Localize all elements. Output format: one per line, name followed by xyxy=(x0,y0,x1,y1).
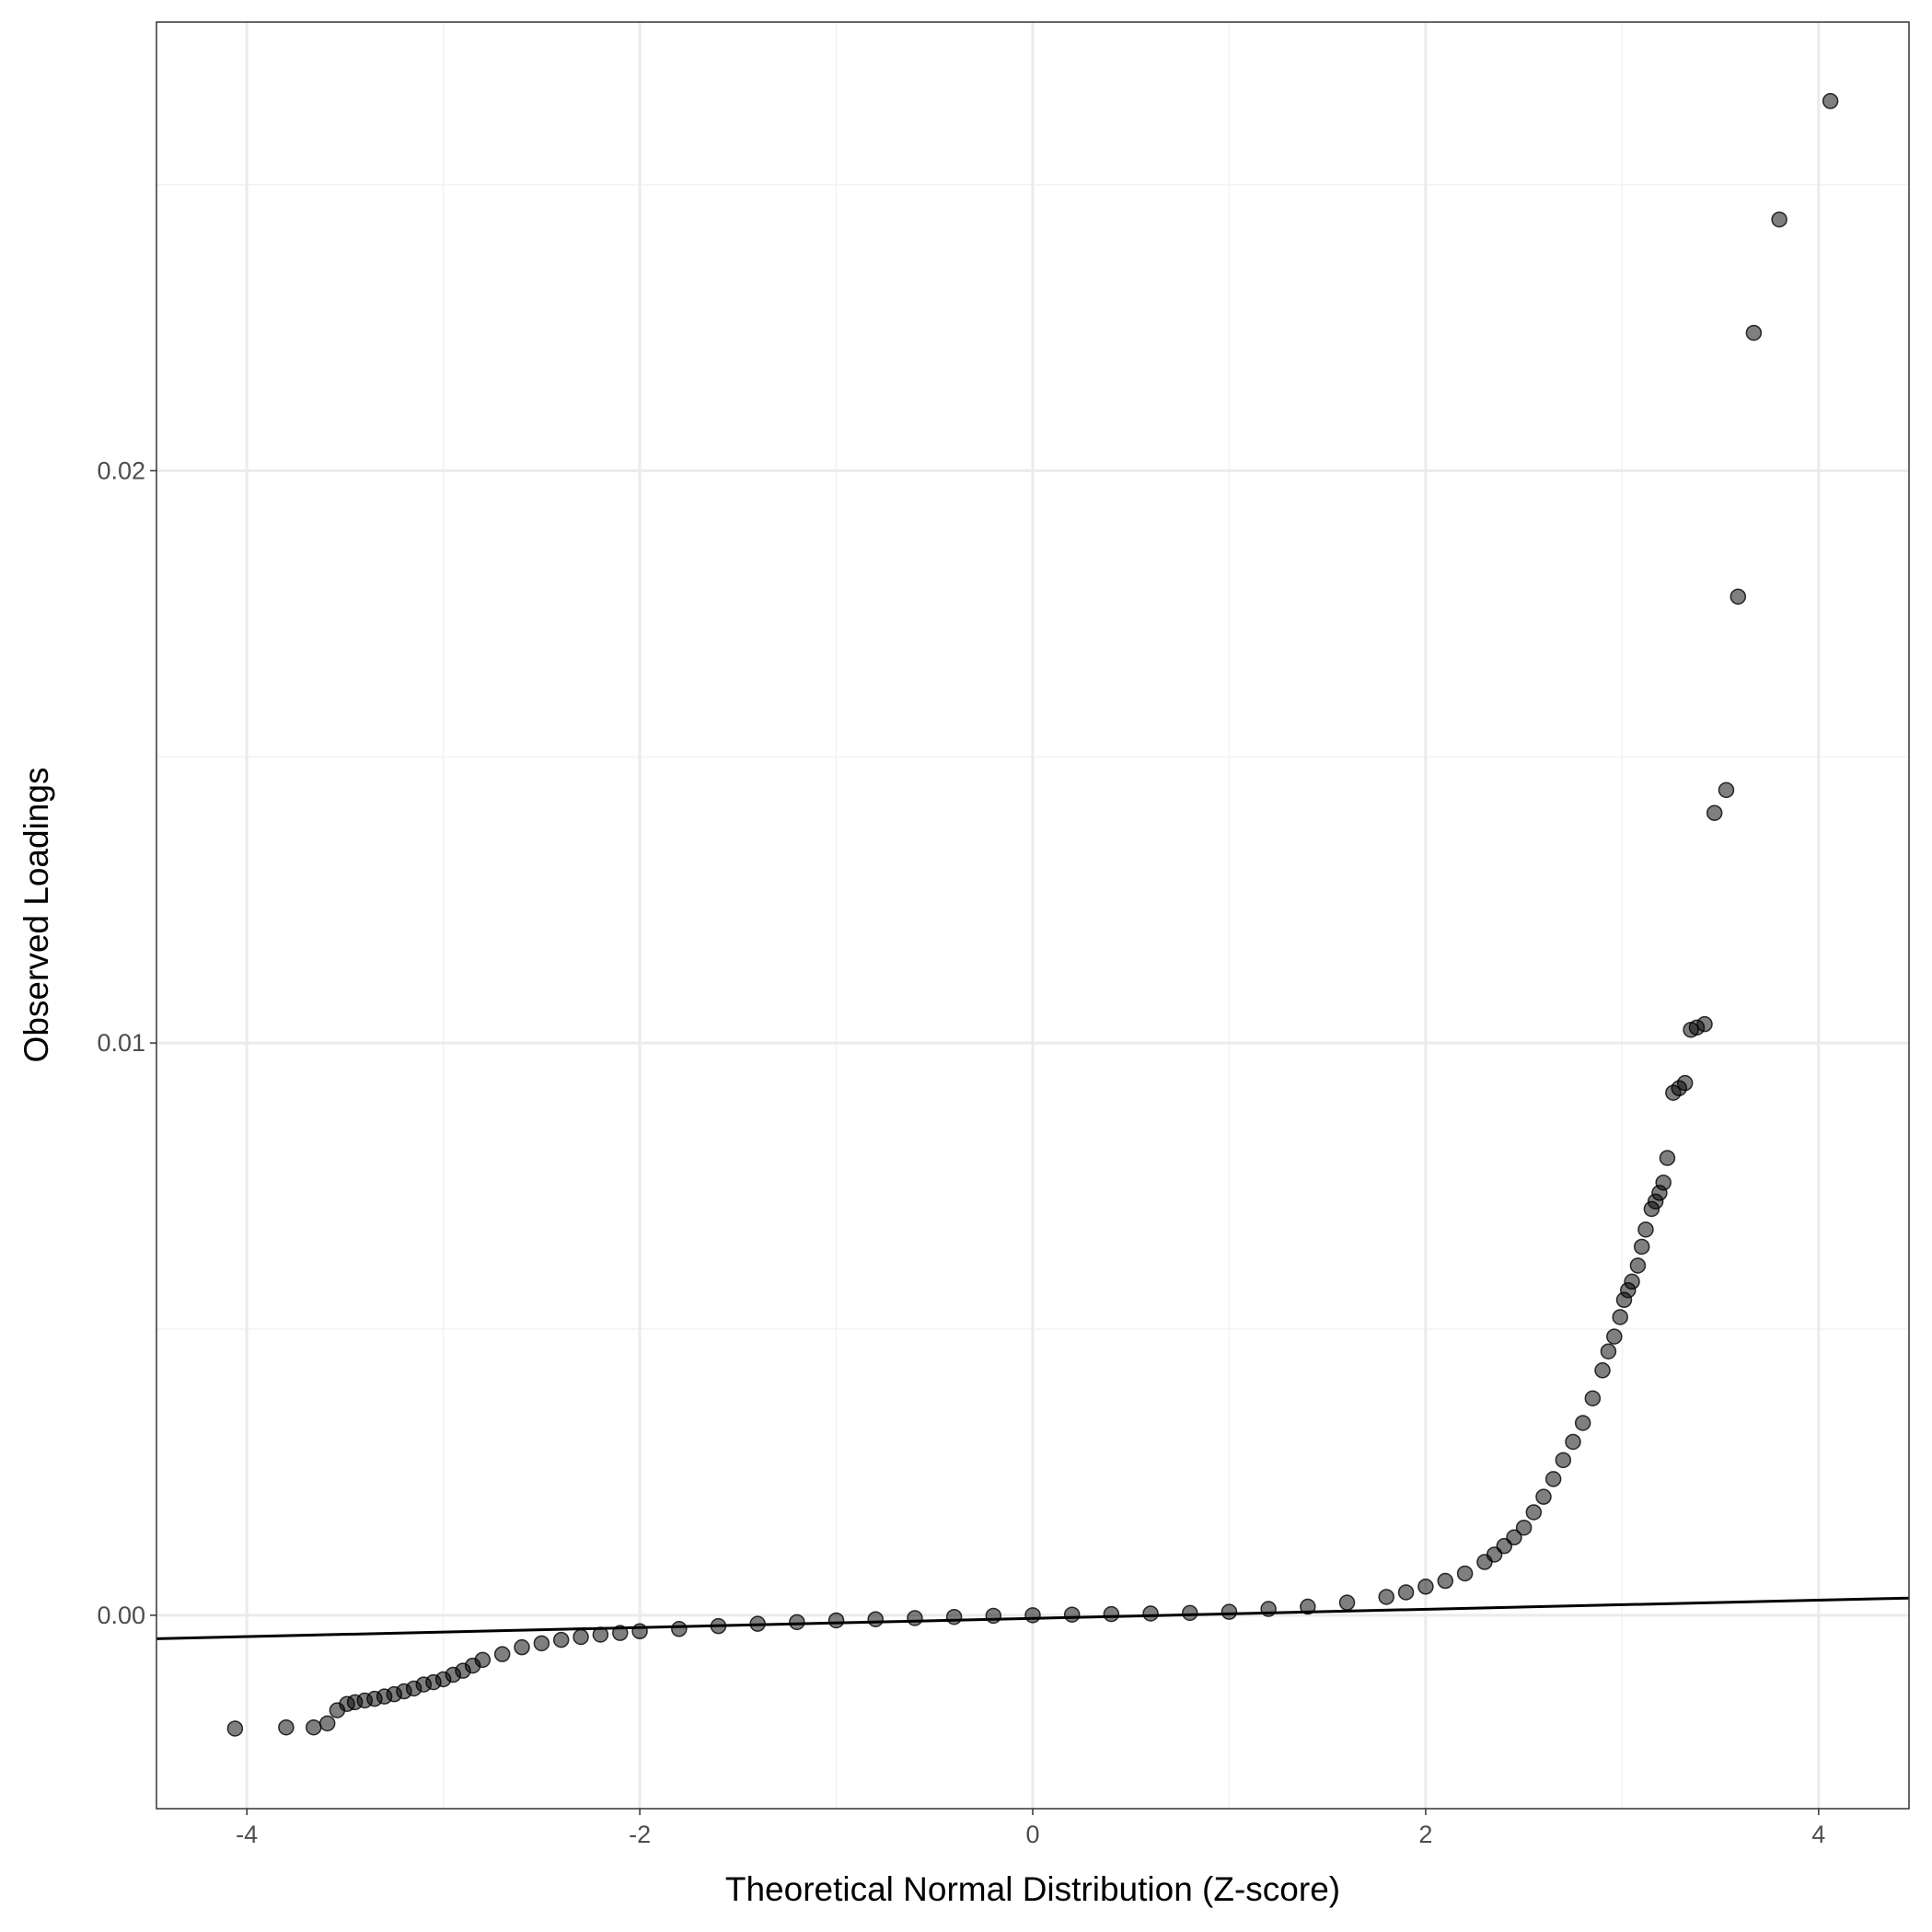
point xyxy=(1535,1488,1552,1505)
point xyxy=(1378,1589,1394,1605)
y-tick-label: 0.01 xyxy=(97,1029,145,1057)
point xyxy=(1771,211,1787,228)
point xyxy=(1633,1238,1650,1255)
point xyxy=(552,1631,570,1649)
point xyxy=(226,1720,244,1737)
reference-line xyxy=(156,1596,1910,1640)
y-tick-label: 0.00 xyxy=(97,1602,145,1629)
point xyxy=(1437,1572,1454,1590)
point xyxy=(1525,1504,1543,1521)
point xyxy=(1696,1015,1713,1033)
point xyxy=(1397,1584,1415,1601)
panel-border xyxy=(156,21,1910,1810)
point xyxy=(1612,1309,1628,1325)
point xyxy=(474,1651,492,1669)
point xyxy=(1103,1605,1120,1623)
x-axis-label: Theoretical Normal Distribution (Z-score… xyxy=(725,1870,1340,1908)
point xyxy=(1594,1362,1611,1379)
point xyxy=(1544,1471,1562,1487)
point xyxy=(1718,781,1735,799)
point xyxy=(1417,1579,1434,1595)
point xyxy=(1555,1452,1572,1469)
point xyxy=(1659,1150,1676,1166)
point xyxy=(1565,1433,1581,1451)
point xyxy=(1506,1529,1522,1546)
point xyxy=(1574,1415,1591,1431)
point xyxy=(1456,1565,1474,1582)
y-tick-label: 0.02 xyxy=(97,457,145,484)
point xyxy=(1063,1606,1081,1623)
x-tick-label: 4 xyxy=(1811,1821,1825,1848)
point xyxy=(1300,1598,1316,1615)
point xyxy=(1822,93,1839,110)
point xyxy=(1584,1390,1602,1406)
x-tick-label: -4 xyxy=(236,1821,258,1848)
point xyxy=(1637,1221,1654,1238)
point xyxy=(1624,1273,1640,1290)
point xyxy=(1676,1074,1694,1092)
point xyxy=(318,1715,336,1732)
y-axis-label: Observed Loadings xyxy=(17,768,55,1063)
point xyxy=(907,1610,923,1626)
point xyxy=(945,1608,963,1625)
point xyxy=(671,1621,688,1637)
point xyxy=(1182,1604,1198,1622)
point xyxy=(1142,1605,1159,1622)
point xyxy=(1606,1328,1623,1345)
point xyxy=(278,1718,295,1736)
x-tick-label: -2 xyxy=(629,1821,651,1848)
point xyxy=(1745,324,1763,341)
point xyxy=(1221,1603,1238,1620)
point xyxy=(1655,1174,1672,1191)
point xyxy=(533,1635,550,1652)
point xyxy=(493,1646,511,1662)
x-tick-label: 2 xyxy=(1418,1821,1432,1848)
point xyxy=(514,1638,530,1656)
point xyxy=(573,1628,589,1646)
point xyxy=(827,1612,845,1629)
point xyxy=(789,1614,805,1631)
point xyxy=(1629,1257,1647,1274)
point xyxy=(1515,1519,1533,1536)
x-tick-label: 0 xyxy=(1025,1821,1039,1848)
point xyxy=(867,1611,884,1627)
point xyxy=(1730,588,1747,605)
point xyxy=(1024,1607,1041,1624)
point xyxy=(985,1607,1002,1625)
point xyxy=(1706,804,1723,821)
point xyxy=(1338,1594,1356,1611)
point xyxy=(1600,1343,1617,1359)
point xyxy=(306,1718,322,1736)
